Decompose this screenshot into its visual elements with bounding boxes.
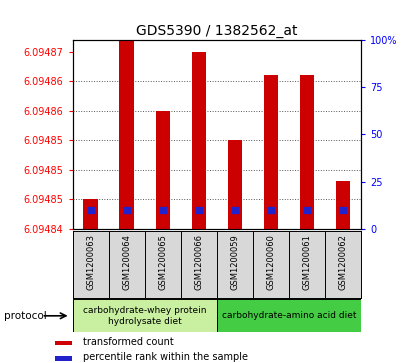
Bar (55, 341, 72, 345)
Text: carbohydrate-whey protein
hydrolysate diet: carbohydrate-whey protein hydrolysate di… (83, 306, 207, 326)
Text: protocol: protocol (4, 311, 47, 321)
Point (268, 207, 274, 213)
Bar (228, 140, 242, 229)
Bar (300, 75, 314, 229)
Text: GSM1200063: GSM1200063 (86, 234, 95, 290)
Bar (120, 22, 134, 229)
Bar (83, 199, 98, 229)
Bar (192, 52, 206, 229)
Point (340, 207, 347, 213)
Text: GSM1200060: GSM1200060 (266, 234, 276, 290)
Text: transformed count: transformed count (83, 337, 173, 347)
Text: GSM1200065: GSM1200065 (158, 234, 167, 290)
Text: GSM1200061: GSM1200061 (303, 234, 312, 290)
Point (159, 207, 166, 213)
Text: GSM1200064: GSM1200064 (122, 234, 131, 290)
Bar (73, 299, 217, 332)
Title: GDS5390 / 1382562_at: GDS5390 / 1382562_at (136, 24, 298, 37)
Point (304, 207, 310, 213)
Point (195, 207, 202, 213)
Bar (217, 299, 361, 332)
Text: carbohydrate-amino acid diet: carbohydrate-amino acid diet (222, 311, 356, 320)
Text: GSM1200059: GSM1200059 (230, 234, 239, 290)
Bar (156, 111, 170, 229)
Text: GSM1200062: GSM1200062 (339, 234, 347, 290)
Bar (55, 356, 72, 360)
Point (232, 207, 238, 213)
Point (87, 207, 94, 213)
Bar (264, 75, 278, 229)
Point (123, 207, 130, 213)
Text: percentile rank within the sample: percentile rank within the sample (83, 352, 248, 362)
Text: GSM1200066: GSM1200066 (194, 234, 203, 290)
Bar (336, 182, 350, 229)
